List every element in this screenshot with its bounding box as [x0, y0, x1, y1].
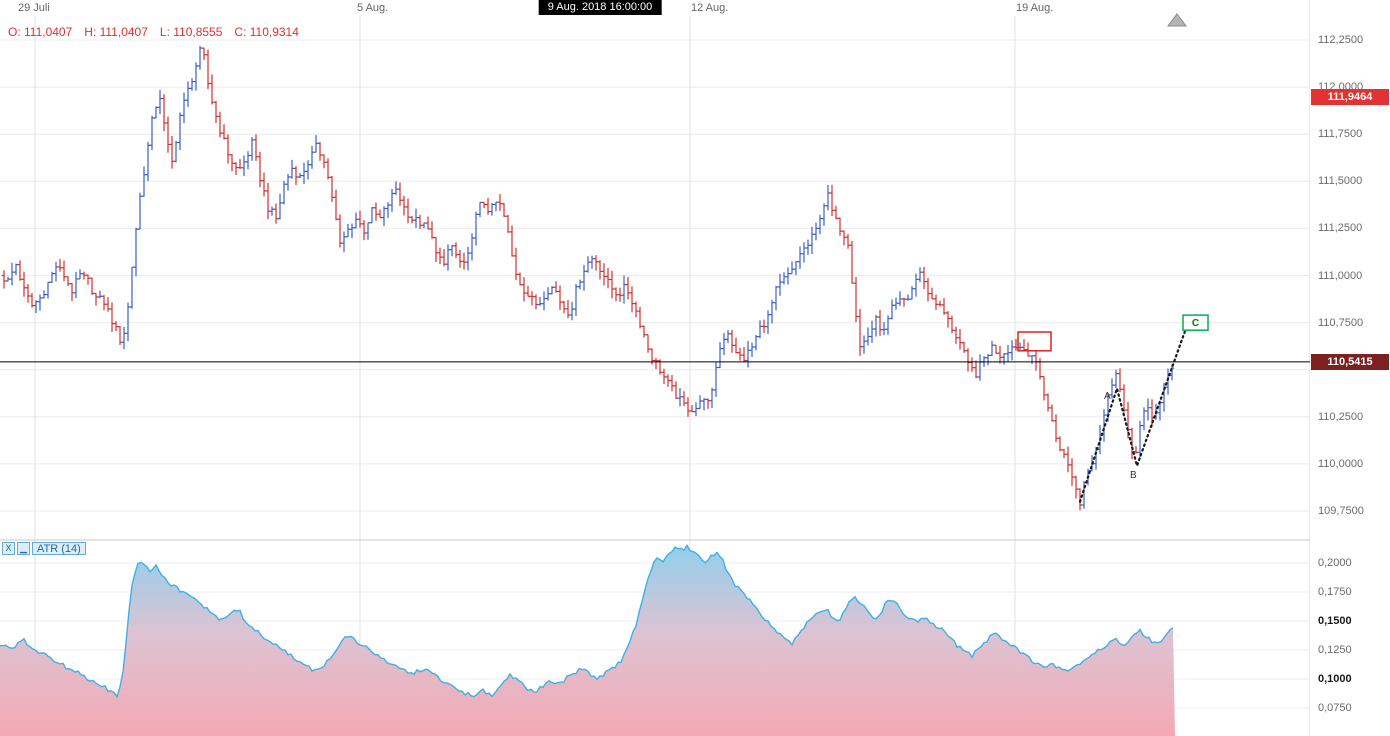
ohlc-info-item: C: 110,9314	[234, 25, 299, 39]
atr-tick-label: 0,1500	[1318, 615, 1352, 627]
price-tick-label: 110,2500	[1318, 410, 1364, 423]
price-tick-label: 111,5000	[1318, 175, 1363, 188]
price-tick-label: 109,7500	[1318, 505, 1364, 517]
pattern-label-b: B	[1130, 470, 1137, 481]
time-axis-label: 12 Aug.	[691, 2, 729, 14]
atr-tick-label: 0,1000	[1318, 673, 1352, 685]
price-axis[interactable]: 111,9464 110,5415 112,2500 112,0000 111,75…	[1310, 0, 1390, 736]
pattern-label-a: A	[1104, 391, 1111, 402]
indicator-close-button[interactable]: X	[2, 542, 15, 555]
atr-tick-label: 0,1250	[1318, 644, 1352, 656]
price-tick-label: 110,7500	[1318, 316, 1364, 329]
indicator-header: X ▁ ATR (14)	[2, 542, 86, 555]
indicator-name-label[interactable]: ATR (14)	[32, 542, 86, 555]
price-tick-label: 112,2500	[1318, 34, 1364, 46]
scroll-up-icon[interactable]	[1167, 12, 1187, 33]
price-gridlines	[0, 39, 1310, 512]
price-tick-label: 111,0000	[1318, 269, 1363, 282]
ohlc-info-item: L: 110,8555	[159, 25, 223, 39]
pattern-label-c: C	[1192, 318, 1199, 329]
time-axis-label: 5 Aug.	[357, 2, 389, 14]
triangle-glyph	[1167, 13, 1187, 27]
last-price-badge: 110,5415	[1311, 353, 1389, 370]
indicator-collapse-button[interactable]: ▁	[17, 542, 30, 555]
price-tick-label: 111,2500	[1318, 222, 1363, 235]
price-bars	[1, 45, 1175, 511]
price-tick-label: 110,0000	[1318, 457, 1364, 470]
time-axis-label: 29 Juli	[18, 2, 50, 14]
abc-pattern[interactable]: AB	[1078, 327, 1188, 503]
atr-tick-label: 0,2000	[1318, 557, 1352, 569]
time-axis-label: 19 Aug.	[1016, 2, 1054, 14]
price-tick-label: 111,7500	[1318, 128, 1363, 141]
alert-price-badge[interactable]: 111,9464	[1311, 89, 1389, 106]
atr-tick-label: 0,1750	[1318, 586, 1352, 598]
ohlc-info-item: O: 111,0407	[8, 25, 73, 39]
entry-box-annotation[interactable]	[1017, 331, 1052, 352]
crosshair-date-label: 9 Aug. 2018 16:00:00	[538, 0, 662, 15]
atr-area	[0, 544, 1175, 736]
ohlc-info-item: H: 111,0407	[84, 25, 148, 39]
atr-tick-label: 0,0750	[1318, 702, 1352, 714]
ohlc-info-bar: O: 111,0407 H: 111,0407 L: 110,8555 C: 110,…	[8, 25, 311, 39]
target-box-annotation[interactable]	[1182, 314, 1209, 331]
